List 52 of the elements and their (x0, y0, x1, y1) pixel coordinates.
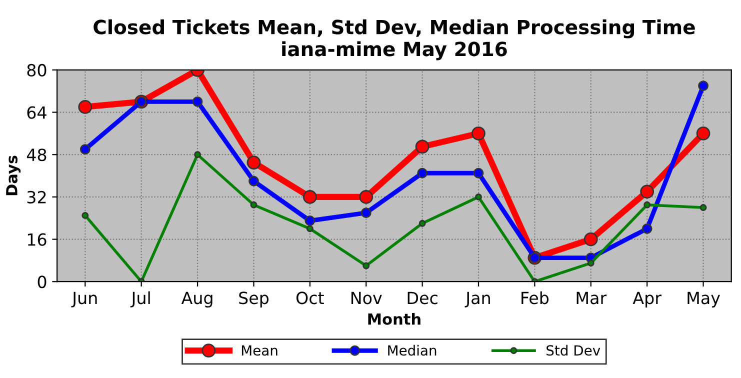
y-tick-label: 32 (27, 190, 46, 204)
point (82, 212, 89, 219)
x-tick-label: Oct (296, 292, 324, 304)
point (78, 100, 92, 114)
point (362, 262, 370, 270)
y-tick-label: 64 (27, 106, 46, 119)
legend-label: Mean (242, 345, 278, 356)
point (248, 176, 259, 186)
point (250, 201, 258, 208)
point (360, 208, 372, 218)
point (696, 126, 710, 140)
point (472, 126, 486, 140)
point (642, 223, 652, 234)
point (359, 190, 374, 204)
point (640, 184, 654, 199)
y-tick-label: 16 (28, 233, 46, 246)
point (587, 260, 594, 267)
legend-label: Median (388, 344, 436, 356)
point (698, 80, 708, 92)
x-tick-label: May (688, 292, 720, 308)
point (417, 168, 428, 178)
y-tick-label: 80 (27, 64, 46, 76)
x-tick-label: Aug (181, 292, 212, 308)
y-tick-label: 0 (38, 276, 46, 288)
x-tick-label: Apr (632, 292, 662, 308)
x-tick-label: Dec (408, 292, 438, 304)
x-axis-title: Month (368, 313, 420, 325)
chart-title: Closed Tickets Mean, Std Dev, Median Processing Time iana-mime May 2016 (94, 19, 695, 60)
y-tick-label: 48 (26, 148, 46, 162)
point (418, 220, 426, 227)
x-tick-label: Mar (576, 292, 607, 304)
point (80, 144, 90, 155)
x-tick-label: Jul (130, 291, 150, 308)
point (194, 151, 202, 158)
point (415, 140, 430, 154)
point (302, 190, 317, 204)
point (700, 204, 707, 211)
point (246, 156, 261, 170)
x-tick-label: Nov (351, 292, 382, 304)
point (306, 225, 314, 232)
point (192, 96, 203, 107)
point (644, 201, 651, 208)
x-tick-label: Jan (464, 292, 490, 308)
point (584, 232, 598, 246)
x-tick-label: Jun (71, 292, 97, 308)
y-axis-title: Days (6, 156, 21, 196)
legend-label: Std Dev (546, 344, 600, 356)
x-tick-label: Feb (522, 291, 549, 304)
point (473, 168, 484, 178)
x-tick-label: Sep (239, 292, 269, 308)
point (475, 193, 482, 200)
point (304, 216, 316, 226)
